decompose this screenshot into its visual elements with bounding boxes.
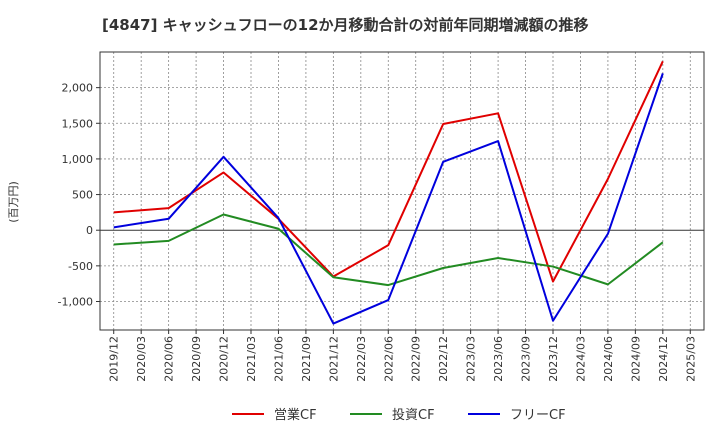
x-tick-label: 2021/03 (245, 336, 258, 382)
y-tick-label: 0 (86, 224, 93, 237)
x-tick-label: 2024/12 (657, 336, 670, 382)
x-tick-label: 2020/12 (218, 336, 231, 382)
y-tick-label: -1,000 (58, 295, 93, 308)
x-tick-label: 2023/06 (492, 336, 505, 382)
x-tick-label: 2025/03 (684, 336, 697, 382)
y-axis: -1,000 -500 0 500 1,000 1,500 2,000 (58, 82, 100, 308)
legend: 営業CF 投資CF フリーCF (232, 407, 566, 423)
x-tick-label: 2023/09 (520, 336, 533, 382)
y-tick-label: 500 (72, 189, 93, 202)
chart-title: [4847] キャッシュフローの12か月移動合計の対前年同期増減額の推移 (102, 16, 589, 34)
legend-label: 営業CF (274, 407, 317, 423)
y-axis-label: (百万円) (7, 181, 20, 223)
x-tick-label: 2022/06 (382, 336, 395, 382)
x-tick-label: 2022/12 (437, 336, 450, 382)
x-tick-label: 2020/03 (135, 336, 148, 382)
y-tick-label: -500 (68, 260, 93, 273)
x-tick-label: 2022/03 (355, 336, 368, 382)
y-tick-label: 2,000 (62, 82, 94, 95)
x-axis: 2019/12 2020/03 2020/06 2020/09 2020/12 2021/… (108, 330, 697, 382)
x-tick-label: 2024/09 (629, 336, 642, 382)
x-tick-label: 2023/03 (465, 336, 478, 382)
legend-label: 投資CF (392, 407, 435, 423)
x-tick-label: 2019/12 (108, 336, 121, 382)
series-line-1 (113, 213, 664, 287)
x-tick-label: 2021/06 (272, 336, 285, 382)
plot-border (99, 51, 705, 331)
legend-label: フリーCF (510, 408, 566, 423)
x-tick-label: 2024/03 (574, 336, 587, 382)
x-tick-label: 2021/09 (300, 336, 313, 382)
series-line-0 (113, 60, 664, 283)
x-tick-label: 2021/12 (327, 336, 340, 382)
x-tick-label: 2020/06 (163, 336, 176, 382)
x-tick-label: 2020/09 (190, 336, 203, 382)
y-tick-label: 1,500 (62, 117, 94, 130)
x-tick-label: 2024/06 (602, 336, 615, 382)
x-tick-label: 2022/09 (410, 336, 423, 382)
x-tick-label: 2023/12 (547, 336, 560, 382)
y-tick-label: 1,000 (62, 153, 94, 166)
series-line-2 (113, 73, 664, 325)
plot-area (100, 52, 704, 330)
series-group (113, 60, 664, 325)
